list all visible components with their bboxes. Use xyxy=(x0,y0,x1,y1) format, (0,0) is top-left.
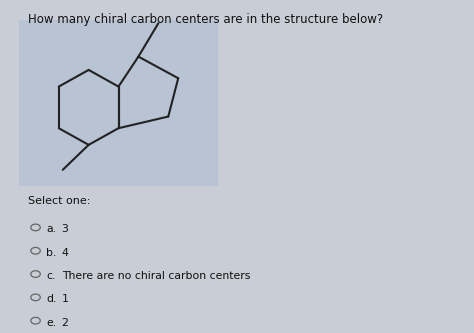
Text: There are no chiral carbon centers: There are no chiral carbon centers xyxy=(62,271,250,281)
Text: a.: a. xyxy=(46,224,56,234)
Text: 3: 3 xyxy=(62,224,69,234)
Text: 4: 4 xyxy=(62,248,69,258)
FancyBboxPatch shape xyxy=(19,20,218,186)
Text: d.: d. xyxy=(46,294,57,304)
Text: 1: 1 xyxy=(62,294,69,304)
Text: How many chiral carbon centers are in the structure below?: How many chiral carbon centers are in th… xyxy=(28,13,383,26)
Text: 2: 2 xyxy=(62,318,69,328)
Text: c.: c. xyxy=(46,271,56,281)
Text: b.: b. xyxy=(46,248,57,258)
Text: e.: e. xyxy=(46,318,56,328)
Text: Select one:: Select one: xyxy=(28,196,91,206)
